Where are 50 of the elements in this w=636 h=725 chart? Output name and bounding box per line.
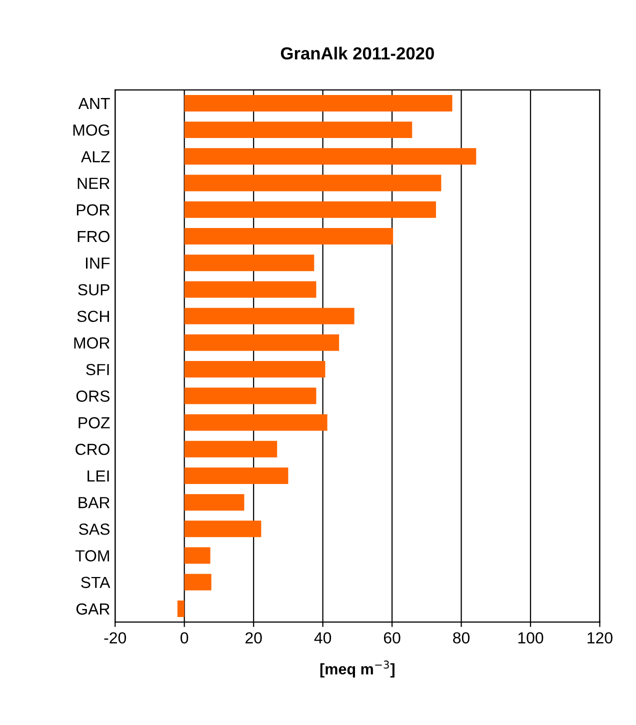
y-tick-label: ANT <box>78 98 110 109</box>
x-tick-label: 20 <box>246 632 262 644</box>
bar <box>184 228 394 244</box>
y-tick-label: SFI <box>86 364 109 376</box>
x-tick-label: 40 <box>314 632 332 644</box>
x-tick-label: 100 <box>518 632 544 644</box>
y-tick-label: ORS <box>76 390 110 402</box>
x-tick-label: 0 <box>180 632 188 644</box>
bar <box>184 308 354 324</box>
y-tick-label: POZ <box>78 417 110 428</box>
bar <box>184 94 452 112</box>
x-axis-title: [meq m$^{−3}$] <box>320 660 394 678</box>
y-tick-label: SCH <box>77 310 109 322</box>
y-tick-label: SUP <box>78 284 110 296</box>
bar <box>184 574 212 590</box>
y-tick-label: GAR <box>76 603 110 615</box>
bar <box>184 520 262 538</box>
bar <box>184 440 278 458</box>
bar <box>184 148 476 165</box>
y-tick-label: STA <box>81 576 110 588</box>
bar <box>184 547 210 564</box>
bar <box>184 494 244 511</box>
bar <box>184 414 328 431</box>
y-tick-label: LEI <box>88 470 109 482</box>
y-tick-label: INF <box>86 258 110 269</box>
y-tick-label: MOR <box>74 337 110 349</box>
x-tick-label: 120 <box>588 632 612 644</box>
bar <box>184 122 412 138</box>
y-tick-label: TOM <box>75 550 109 562</box>
y-tick-label: MOG <box>73 124 110 136</box>
y-tick-label: ALZ <box>80 151 110 162</box>
bar <box>184 201 436 218</box>
bar <box>177 600 184 617</box>
bar <box>184 388 316 404</box>
x-tick-label: 80 <box>453 632 470 644</box>
chart-title: GranAlk 2011-2020 <box>280 46 434 60</box>
bar <box>184 467 288 484</box>
y-tick-label: CRO <box>76 444 110 456</box>
x-tick-label: 60 <box>384 632 400 644</box>
y-tick-label: SAS <box>79 524 110 535</box>
bar <box>184 361 326 378</box>
bar <box>184 281 316 298</box>
x-tick-label: -20 <box>104 632 126 644</box>
bar <box>184 334 340 351</box>
bar <box>184 254 314 272</box>
y-tick-label: NER <box>78 178 110 189</box>
y-tick-label: POR <box>76 204 110 216</box>
bar <box>184 174 442 192</box>
y-tick-label: BAR <box>78 497 110 508</box>
y-tick-label: FRO <box>78 230 110 242</box>
